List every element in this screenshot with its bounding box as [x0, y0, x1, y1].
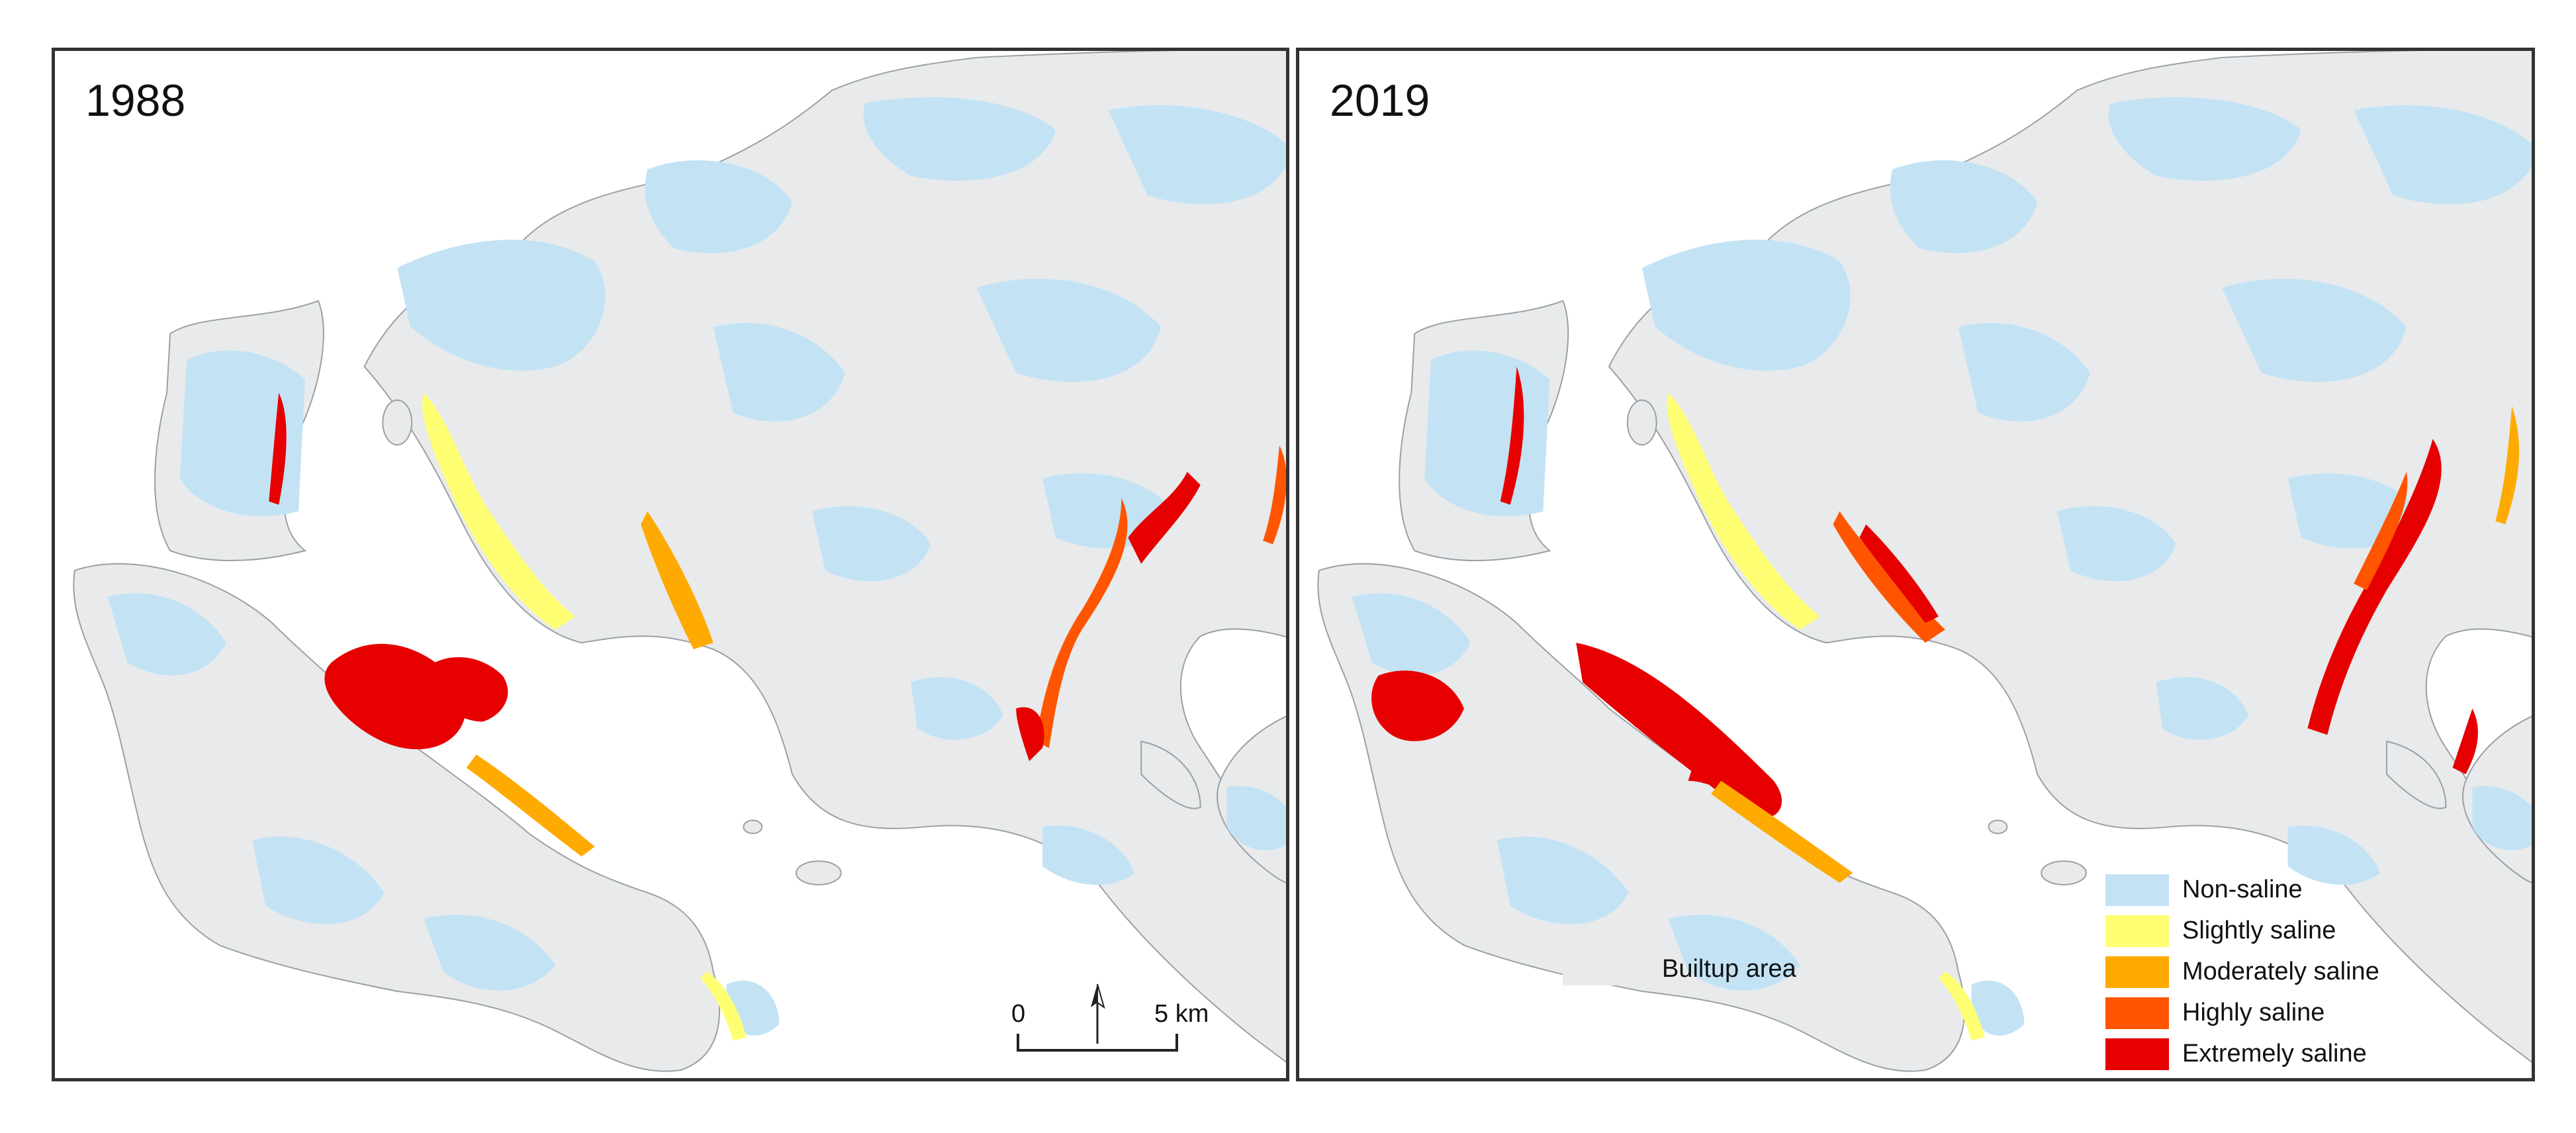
salinity-map-2019 [1317, 51, 2532, 1078]
legend-swatch [2105, 956, 2169, 988]
map-panel-1988: 1988 0 5 km [52, 48, 1289, 1081]
legend-item-moderately-saline: Moderately saline [2105, 952, 2516, 989]
saline-zones [1371, 366, 2519, 1041]
legend-label: Slightly saline [2182, 917, 2336, 944]
legend-label: Non-saline [2182, 876, 2303, 903]
saline-zones [269, 392, 1286, 1041]
legend-swatch [2105, 997, 2169, 1029]
legend-label: Moderately saline [2182, 958, 2379, 985]
map-panel-2019: 2019 Builtup area Non-saline Slightly sa… [1296, 48, 2535, 1081]
legend-item-highly-saline: Highly saline [2105, 993, 2516, 1030]
legend-item-slightly-saline: Slightly saline [2105, 911, 2516, 948]
builtup-swatch [1563, 951, 1642, 985]
scale-start-label: 0 [1011, 1000, 1026, 1028]
year-label: 2019 [1330, 75, 1430, 126]
legend-item-extremely-saline: Extremely saline [2105, 1034, 2516, 1071]
legend-item-non-saline: Non-saline [2105, 870, 2516, 907]
scale-end-label: 5 km [1154, 1000, 1209, 1028]
legend-swatch [2105, 874, 2169, 906]
scale-bar: 0 5 km [958, 971, 1223, 1064]
builtup-legend: Builtup area [1563, 946, 1867, 992]
builtup-label: Builtup area [1662, 955, 1796, 983]
legend-label: Highly saline [2182, 999, 2325, 1026]
legend-swatch [2105, 1038, 2169, 1070]
scale-bar-graphic [1017, 983, 1178, 1052]
legend-swatch [2105, 915, 2169, 947]
year-label: 1988 [85, 75, 186, 126]
legend-label: Extremely saline [2182, 1040, 2367, 1067]
salinity-map-1988 [73, 51, 1286, 1078]
